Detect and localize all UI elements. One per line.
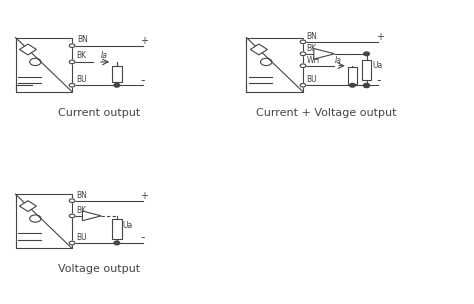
Circle shape (114, 83, 119, 87)
Polygon shape (19, 44, 36, 55)
Text: Current + Voltage output: Current + Voltage output (256, 108, 396, 118)
Text: +: + (376, 32, 384, 42)
Text: Ia: Ia (335, 56, 342, 65)
Text: Current output: Current output (58, 108, 140, 118)
Bar (362, 60, 371, 80)
Text: BN: BN (76, 191, 87, 200)
Circle shape (69, 241, 75, 245)
Circle shape (364, 83, 369, 87)
Text: BU: BU (307, 75, 318, 84)
Circle shape (300, 40, 306, 44)
Text: BN: BN (77, 35, 88, 44)
Polygon shape (19, 201, 36, 212)
Polygon shape (250, 44, 267, 55)
Circle shape (300, 64, 306, 67)
Text: BU: BU (76, 233, 86, 242)
Polygon shape (314, 49, 335, 59)
Bar (112, 219, 121, 239)
Circle shape (69, 44, 75, 47)
Text: BK: BK (76, 206, 86, 215)
Text: Ua: Ua (372, 61, 383, 70)
Circle shape (300, 83, 306, 87)
Text: BN: BN (307, 32, 318, 41)
Text: Ua: Ua (122, 221, 133, 230)
Circle shape (69, 83, 75, 87)
Text: -: - (376, 74, 381, 87)
Text: WH: WH (307, 56, 320, 65)
Bar (112, 66, 122, 82)
Circle shape (69, 214, 75, 218)
Bar (16, 194, 72, 248)
Text: +: + (140, 191, 148, 201)
Bar (246, 37, 303, 92)
Text: BK: BK (307, 44, 317, 53)
Text: BK: BK (76, 51, 86, 60)
Text: +: + (140, 36, 148, 46)
Polygon shape (82, 211, 101, 221)
Text: -: - (140, 74, 145, 87)
Text: -: - (140, 231, 145, 244)
Bar (16, 37, 72, 92)
Circle shape (350, 83, 356, 87)
Text: BU: BU (76, 75, 86, 84)
Text: Voltage output: Voltage output (58, 264, 140, 275)
Text: Ia: Ia (100, 51, 107, 60)
Circle shape (69, 60, 75, 64)
Bar (348, 67, 357, 84)
Circle shape (300, 52, 306, 56)
Circle shape (114, 241, 119, 245)
Circle shape (364, 84, 369, 88)
Circle shape (69, 199, 75, 202)
Circle shape (364, 52, 369, 56)
